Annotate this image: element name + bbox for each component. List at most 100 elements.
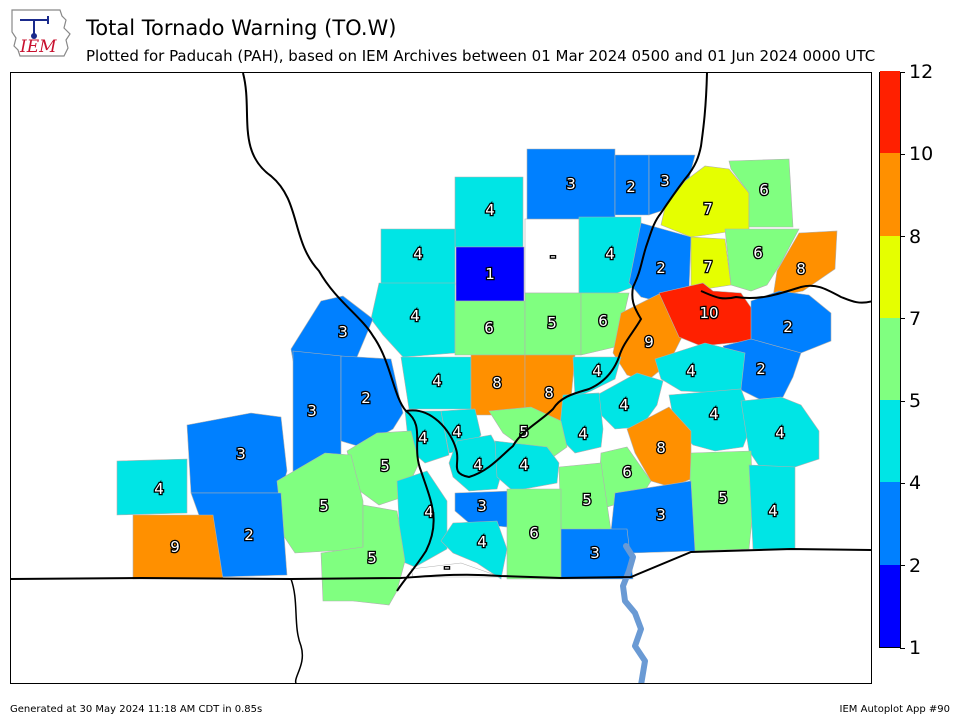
colorbar-tick: [900, 647, 905, 649]
county-value-label: 5: [367, 549, 377, 567]
colorbar-segment: [880, 399, 900, 483]
state-boundary: [700, 284, 871, 304]
county-value-label: 5: [319, 497, 329, 515]
county-shape: [572, 356, 622, 398]
colorbar-tick-label: 4: [909, 472, 922, 495]
county-shape: [610, 480, 696, 554]
county-value-label: 4: [154, 480, 164, 498]
county-value-label: 4: [485, 201, 495, 219]
county-value-label: 3: [656, 506, 666, 524]
county-value-label: 5: [380, 457, 390, 475]
county-value-label: 3: [307, 402, 317, 420]
county-shape: [724, 228, 800, 292]
county-value-label: 4: [413, 245, 423, 263]
county-value-label: 4: [709, 405, 719, 423]
county-shape: [448, 434, 506, 492]
county-value-label: 6: [622, 463, 632, 481]
county-value-label: 4: [619, 396, 629, 414]
county-shape: [116, 458, 188, 516]
county-value-label: -: [550, 247, 555, 265]
state-boundary: [242, 73, 435, 592]
county-value-label: 3: [566, 175, 576, 193]
colorbar-tick-label: 2: [909, 554, 922, 577]
county-value-label: 2: [244, 526, 254, 544]
county-value-label: 8: [796, 260, 806, 278]
colorbar-segment: [880, 481, 900, 565]
colorbar-tick: [900, 482, 905, 484]
iem-logo: IEM: [11, 9, 71, 57]
county-value-label: 6: [484, 319, 494, 337]
county-shape: [494, 440, 560, 492]
county-value-label: 2: [626, 178, 636, 196]
state-boundary: [405, 73, 708, 479]
county-value-label: 4: [418, 429, 428, 447]
county-value-label: 4: [775, 424, 785, 442]
colorbar-tick-label: 12: [909, 61, 934, 83]
county-shape: [290, 295, 374, 362]
county-shape: [728, 158, 794, 228]
county-value-label: 4: [473, 456, 483, 474]
county-value-label: 3: [660, 172, 670, 190]
chart-title: Total Tornado Warning (TO.W): [86, 16, 397, 40]
county-value-label: 3: [590, 544, 600, 562]
county-shape: [320, 504, 406, 606]
colorbar-tick: [900, 153, 905, 155]
colorbar-tick: [900, 565, 905, 567]
county-value-label: 3: [338, 323, 348, 341]
colorbar-tick: [900, 318, 905, 320]
county-value-label: 8: [656, 439, 666, 457]
colorbar-tick-label: 8: [909, 225, 922, 248]
colorbar-tick-label: 7: [909, 307, 922, 330]
colorbar-segment: [880, 317, 900, 401]
county-shape: [488, 406, 568, 458]
county-value-label: 4: [410, 307, 420, 325]
county-value-label: 5: [718, 489, 728, 507]
map-area: 4 1-3 2 3 7 6 4 2 7 6 8 4 4 6 5 6 9 10 2 3 2 3 4 8 8 4 4 2 4 4 4 5 4 8 4 4 3…: [10, 72, 872, 684]
state-boundary: [290, 578, 304, 683]
county-value-label: 4: [768, 502, 778, 520]
colorbar-tick: [900, 236, 905, 238]
app-credit: IEM Autoplot App #90: [839, 704, 950, 715]
county-value-label: 4: [686, 362, 696, 380]
colorbar-tick-label: 1: [909, 637, 922, 659]
colorbar: [879, 70, 901, 648]
colorbar-tick-label: 10: [909, 143, 934, 166]
county-value-label: 7: [703, 258, 713, 276]
colorbar-tick: [900, 71, 905, 73]
state-boundary: [11, 547, 871, 581]
county-value-label: 9: [170, 538, 180, 556]
county-value-label: 6: [598, 312, 608, 330]
county-value-label: 1: [485, 265, 495, 283]
county-value-label: 3: [477, 497, 487, 515]
county-shape: [440, 520, 508, 580]
county-value-label: 2: [783, 318, 793, 336]
chart-subtitle: Plotted for Paducah (PAH), based on IEM …: [86, 47, 876, 65]
county-value-label: 8: [544, 384, 554, 402]
county-shape: [740, 396, 820, 470]
county-value-label: 6: [529, 524, 539, 542]
county-shape: [690, 236, 732, 290]
county-value-label: 3: [236, 445, 246, 463]
colorbar-segment: [880, 564, 900, 647]
county-shape: [560, 528, 634, 580]
colorbar-segment: [880, 70, 900, 154]
county-value-label: 2: [361, 389, 371, 407]
county-value-label: 4: [592, 362, 602, 380]
county-value-label: 5: [547, 314, 557, 332]
county-value-label: 4: [452, 423, 462, 441]
county-value-label: 7: [703, 200, 713, 218]
colorbar-tick-label: 5: [909, 390, 922, 413]
county-shape: [396, 470, 448, 568]
county-value-label: 4: [519, 456, 529, 474]
river: [620, 543, 648, 683]
county-value-label: 9: [644, 333, 654, 351]
county-value-label: 4: [477, 533, 487, 551]
county-value-label: 6: [753, 244, 763, 262]
county-value-label: 4: [578, 425, 588, 443]
county-shape: [772, 230, 838, 298]
county-value-label: -: [444, 558, 449, 576]
county-value-label: 6: [759, 181, 769, 199]
county-value-label: 2: [756, 360, 766, 378]
county-shape: [340, 355, 404, 448]
